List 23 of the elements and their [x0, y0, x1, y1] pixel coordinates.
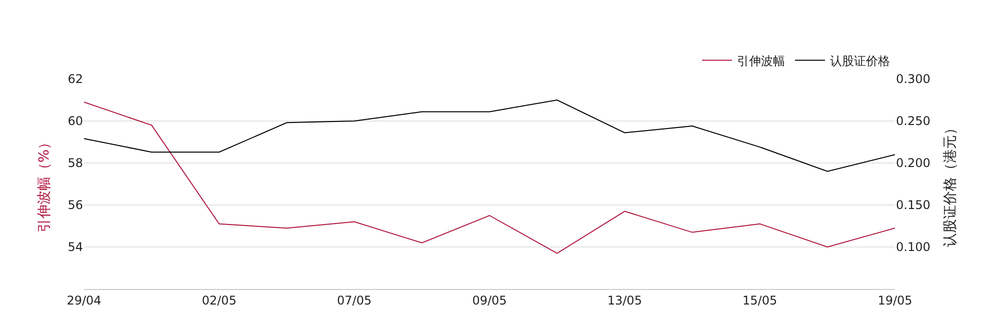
y2-tick-label: 0.300: [896, 72, 930, 86]
x-tick-label: 15/05: [742, 293, 778, 308]
line-series: [84, 102, 895, 254]
y2-tick-label: 0.250: [896, 114, 930, 128]
x-tick-label: 02/05: [202, 293, 236, 308]
y2-axis-title: 认股证价格（港元）: [942, 121, 959, 247]
x-tick-label: 07/05: [337, 293, 372, 308]
y-tick-label: 58: [68, 156, 83, 170]
legend-label: 引伸波幅: [737, 54, 785, 68]
legend-label: 认股证价格: [830, 54, 890, 68]
y-tick-label: 62: [68, 72, 83, 86]
y2-tick-label: 0.150: [896, 198, 930, 212]
x-tick-label: 13/05: [607, 293, 642, 308]
y-tick-label: 60: [68, 114, 83, 128]
y-axis-title: 引伸波幅（%）: [36, 135, 52, 233]
y2-tick-label: 0.100: [896, 240, 930, 254]
y-tick-label: 56: [68, 198, 83, 212]
x-tick-label: 29/04: [66, 293, 102, 308]
y-tick-label: 54: [68, 240, 83, 254]
x-tick-label: 09/05: [472, 293, 507, 308]
x-tick-label: 19/05: [878, 293, 912, 308]
line-series: [84, 100, 895, 172]
y2-tick-label: 0.200: [896, 156, 930, 170]
